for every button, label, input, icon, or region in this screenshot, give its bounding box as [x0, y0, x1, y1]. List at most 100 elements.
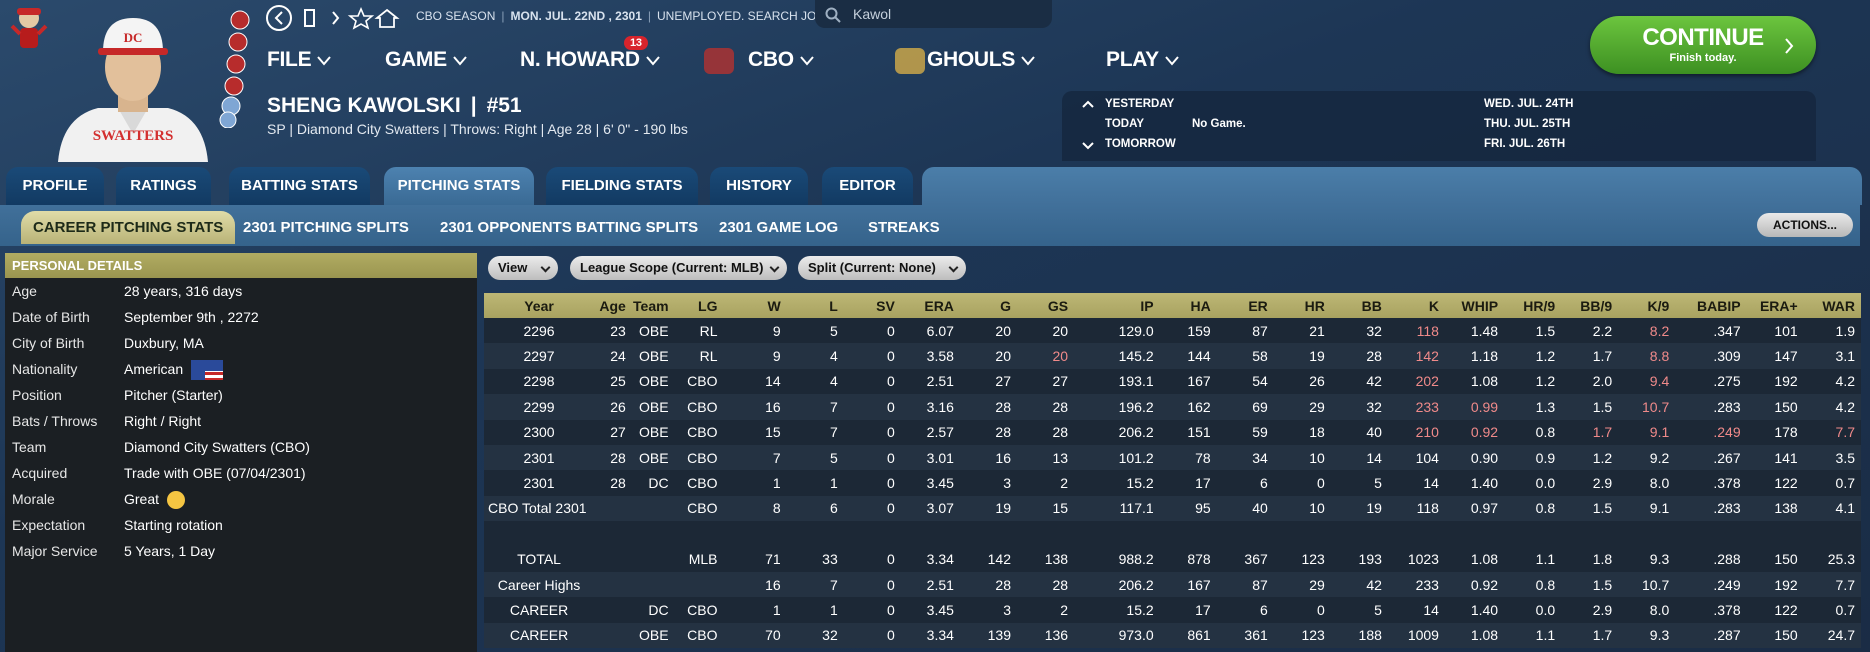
stats-cell: .287 — [1675, 622, 1747, 649]
nav-icons[interactable] — [265, 4, 405, 32]
stats-cell: 40 — [1216, 495, 1274, 522]
tab[interactable]: PITCHING STATS — [384, 167, 534, 205]
column-header[interactable]: BB/9 — [1561, 293, 1619, 318]
column-header[interactable]: BABIP — [1675, 293, 1747, 318]
cal-date: FRI. JUL. 26TH — [1484, 138, 1566, 150]
tab[interactable]: HISTORY — [710, 167, 808, 205]
menu-item[interactable]: N. HOWARD 13 — [520, 36, 660, 72]
filter-button[interactable]: Split (Current: None) — [798, 256, 966, 280]
player-title: SHENG KAWOLSKI | #51 — [267, 94, 522, 118]
tab[interactable]: EDITOR — [822, 167, 913, 205]
cal-yesterday[interactable]: YESTERDAY — [1105, 98, 1175, 110]
column-header[interactable]: Age — [594, 293, 632, 318]
menu-label[interactable]: N. HOWARD — [520, 48, 640, 71]
stats-cell: 2.51 — [900, 368, 960, 395]
stats-cell: 32 — [1330, 394, 1388, 420]
menu-item[interactable]: GHOULS — [927, 48, 1035, 72]
column-header[interactable]: BB — [1330, 293, 1388, 318]
column-header[interactable]: LG — [674, 293, 724, 318]
stats-cell: 150 — [1746, 546, 1804, 572]
detail-label: Acquired — [12, 465, 68, 481]
stats-cell: 23 — [594, 318, 632, 344]
tab[interactable]: BATTING STATS — [229, 167, 370, 205]
filter-button[interactable]: View — [488, 256, 558, 280]
column-header[interactable]: K — [1387, 293, 1445, 318]
tab[interactable]: FIELDING STATS — [546, 167, 698, 205]
column-header[interactable]: ERA+ — [1746, 293, 1804, 318]
stats-cell: 9.3 — [1618, 546, 1676, 572]
job-status[interactable]: UNEMPLOYED. SEARCH JOBS... — [657, 9, 843, 23]
stats-cell: 1.18 — [1444, 343, 1505, 369]
stats-cell: 20 — [959, 318, 1017, 344]
detail-row: City of Birth Duxbury, MA — [5, 330, 477, 356]
column-header[interactable]: SV — [843, 293, 901, 318]
column-header[interactable]: WHIP — [1444, 293, 1505, 318]
detail-label: Morale — [12, 491, 55, 507]
column-header[interactable]: L — [786, 293, 844, 318]
menu-label[interactable]: FILE — [267, 48, 312, 71]
stats-cell: 25.3 — [1803, 546, 1861, 572]
chevron — [646, 56, 660, 66]
stats-cell: 1 — [723, 597, 787, 623]
stats-cell: 0.0 — [1504, 597, 1562, 623]
cal-today[interactable]: TODAY — [1105, 118, 1144, 130]
continue-label[interactable]: CONTINUE — [1642, 24, 1764, 51]
stats-cell: 8.0 — [1618, 597, 1676, 623]
search-text[interactable]: Kawol — [853, 6, 892, 22]
subtab[interactable]: 2301 OPPONENTS BATTING SPLITS — [440, 219, 699, 236]
menu-item[interactable]: FILE — [267, 48, 332, 72]
tab[interactable]: PROFILE — [6, 167, 104, 205]
calendar-arrows[interactable] — [1082, 99, 1094, 151]
continue-button[interactable]: CONTINUE Finish today. — [1590, 16, 1816, 74]
menu-label[interactable]: PLAY — [1106, 48, 1159, 71]
stats-cell: 15 — [723, 419, 787, 445]
morale-icon — [167, 491, 186, 510]
stats-cell: 28 — [959, 394, 1017, 420]
detail-label: Bats / Throws — [12, 413, 98, 429]
column-header[interactable]: HR — [1273, 293, 1331, 318]
menu-item[interactable]: GAME — [385, 48, 467, 72]
subtab[interactable]: STREAKS — [868, 219, 940, 236]
stats-cell: 0.8 — [1504, 419, 1562, 445]
column-header[interactable]: GS — [1016, 293, 1075, 318]
column-header[interactable]: ER — [1216, 293, 1274, 318]
column-header[interactable]: ERA — [900, 293, 960, 318]
stats-cell: 206.2 — [1074, 571, 1160, 598]
column-header[interactable]: HR/9 — [1504, 293, 1562, 318]
stats-cell: 162 — [1159, 394, 1217, 420]
column-header[interactable]: W — [723, 293, 787, 318]
stats-cell: 233 — [1387, 571, 1445, 598]
column-header[interactable]: IP — [1074, 293, 1160, 318]
menu-label[interactable]: CBO — [748, 48, 794, 71]
column-header[interactable]: G — [959, 293, 1017, 318]
stats-cell: CAREER — [484, 622, 595, 649]
subtab[interactable]: 2301 PITCHING SPLITS — [243, 219, 409, 236]
column-header[interactable]: Team — [631, 293, 675, 318]
menu-label[interactable]: GHOULS — [927, 48, 1016, 71]
stats-cell: 142 — [959, 546, 1017, 572]
subtab[interactable]: 2301 GAME LOG — [719, 219, 839, 236]
menu-item[interactable]: CBO — [748, 48, 814, 72]
search-box[interactable]: Kawol — [815, 0, 1052, 28]
stats-cell: 2 — [1016, 597, 1075, 623]
subtab[interactable]: CAREER PITCHING STATS — [21, 211, 236, 244]
cal-tomorrow[interactable]: TOMORROW — [1105, 138, 1176, 150]
stats-cell: .309 — [1675, 343, 1747, 369]
tab[interactable]: RATINGS — [116, 167, 211, 205]
stats-cell: 6 — [1216, 597, 1274, 623]
column-header[interactable]: WAR — [1803, 293, 1861, 318]
menu-label[interactable]: GAME — [385, 48, 447, 71]
menu-item[interactable]: PLAY — [1106, 48, 1179, 72]
actions-button[interactable]: ACTIONS... — [1757, 213, 1853, 237]
column-header[interactable]: Year — [484, 293, 595, 318]
column-header[interactable]: HA — [1159, 293, 1217, 318]
stats-cell: CBO — [674, 470, 724, 496]
column-header[interactable]: K/9 — [1618, 293, 1676, 318]
stats-cell: 2.9 — [1561, 470, 1619, 496]
stats-cell: 0.92 — [1444, 419, 1505, 445]
stats-cell: 861 — [1159, 622, 1217, 649]
stats-cell: CBO — [674, 597, 724, 623]
stats-cell: 2300 — [484, 419, 595, 445]
filter-button[interactable]: League Scope (Current: MLB) — [570, 256, 787, 280]
